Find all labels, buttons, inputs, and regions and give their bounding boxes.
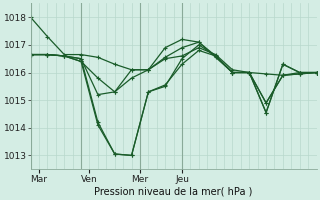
X-axis label: Pression niveau de la mer( hPa ): Pression niveau de la mer( hPa ) xyxy=(94,187,253,197)
